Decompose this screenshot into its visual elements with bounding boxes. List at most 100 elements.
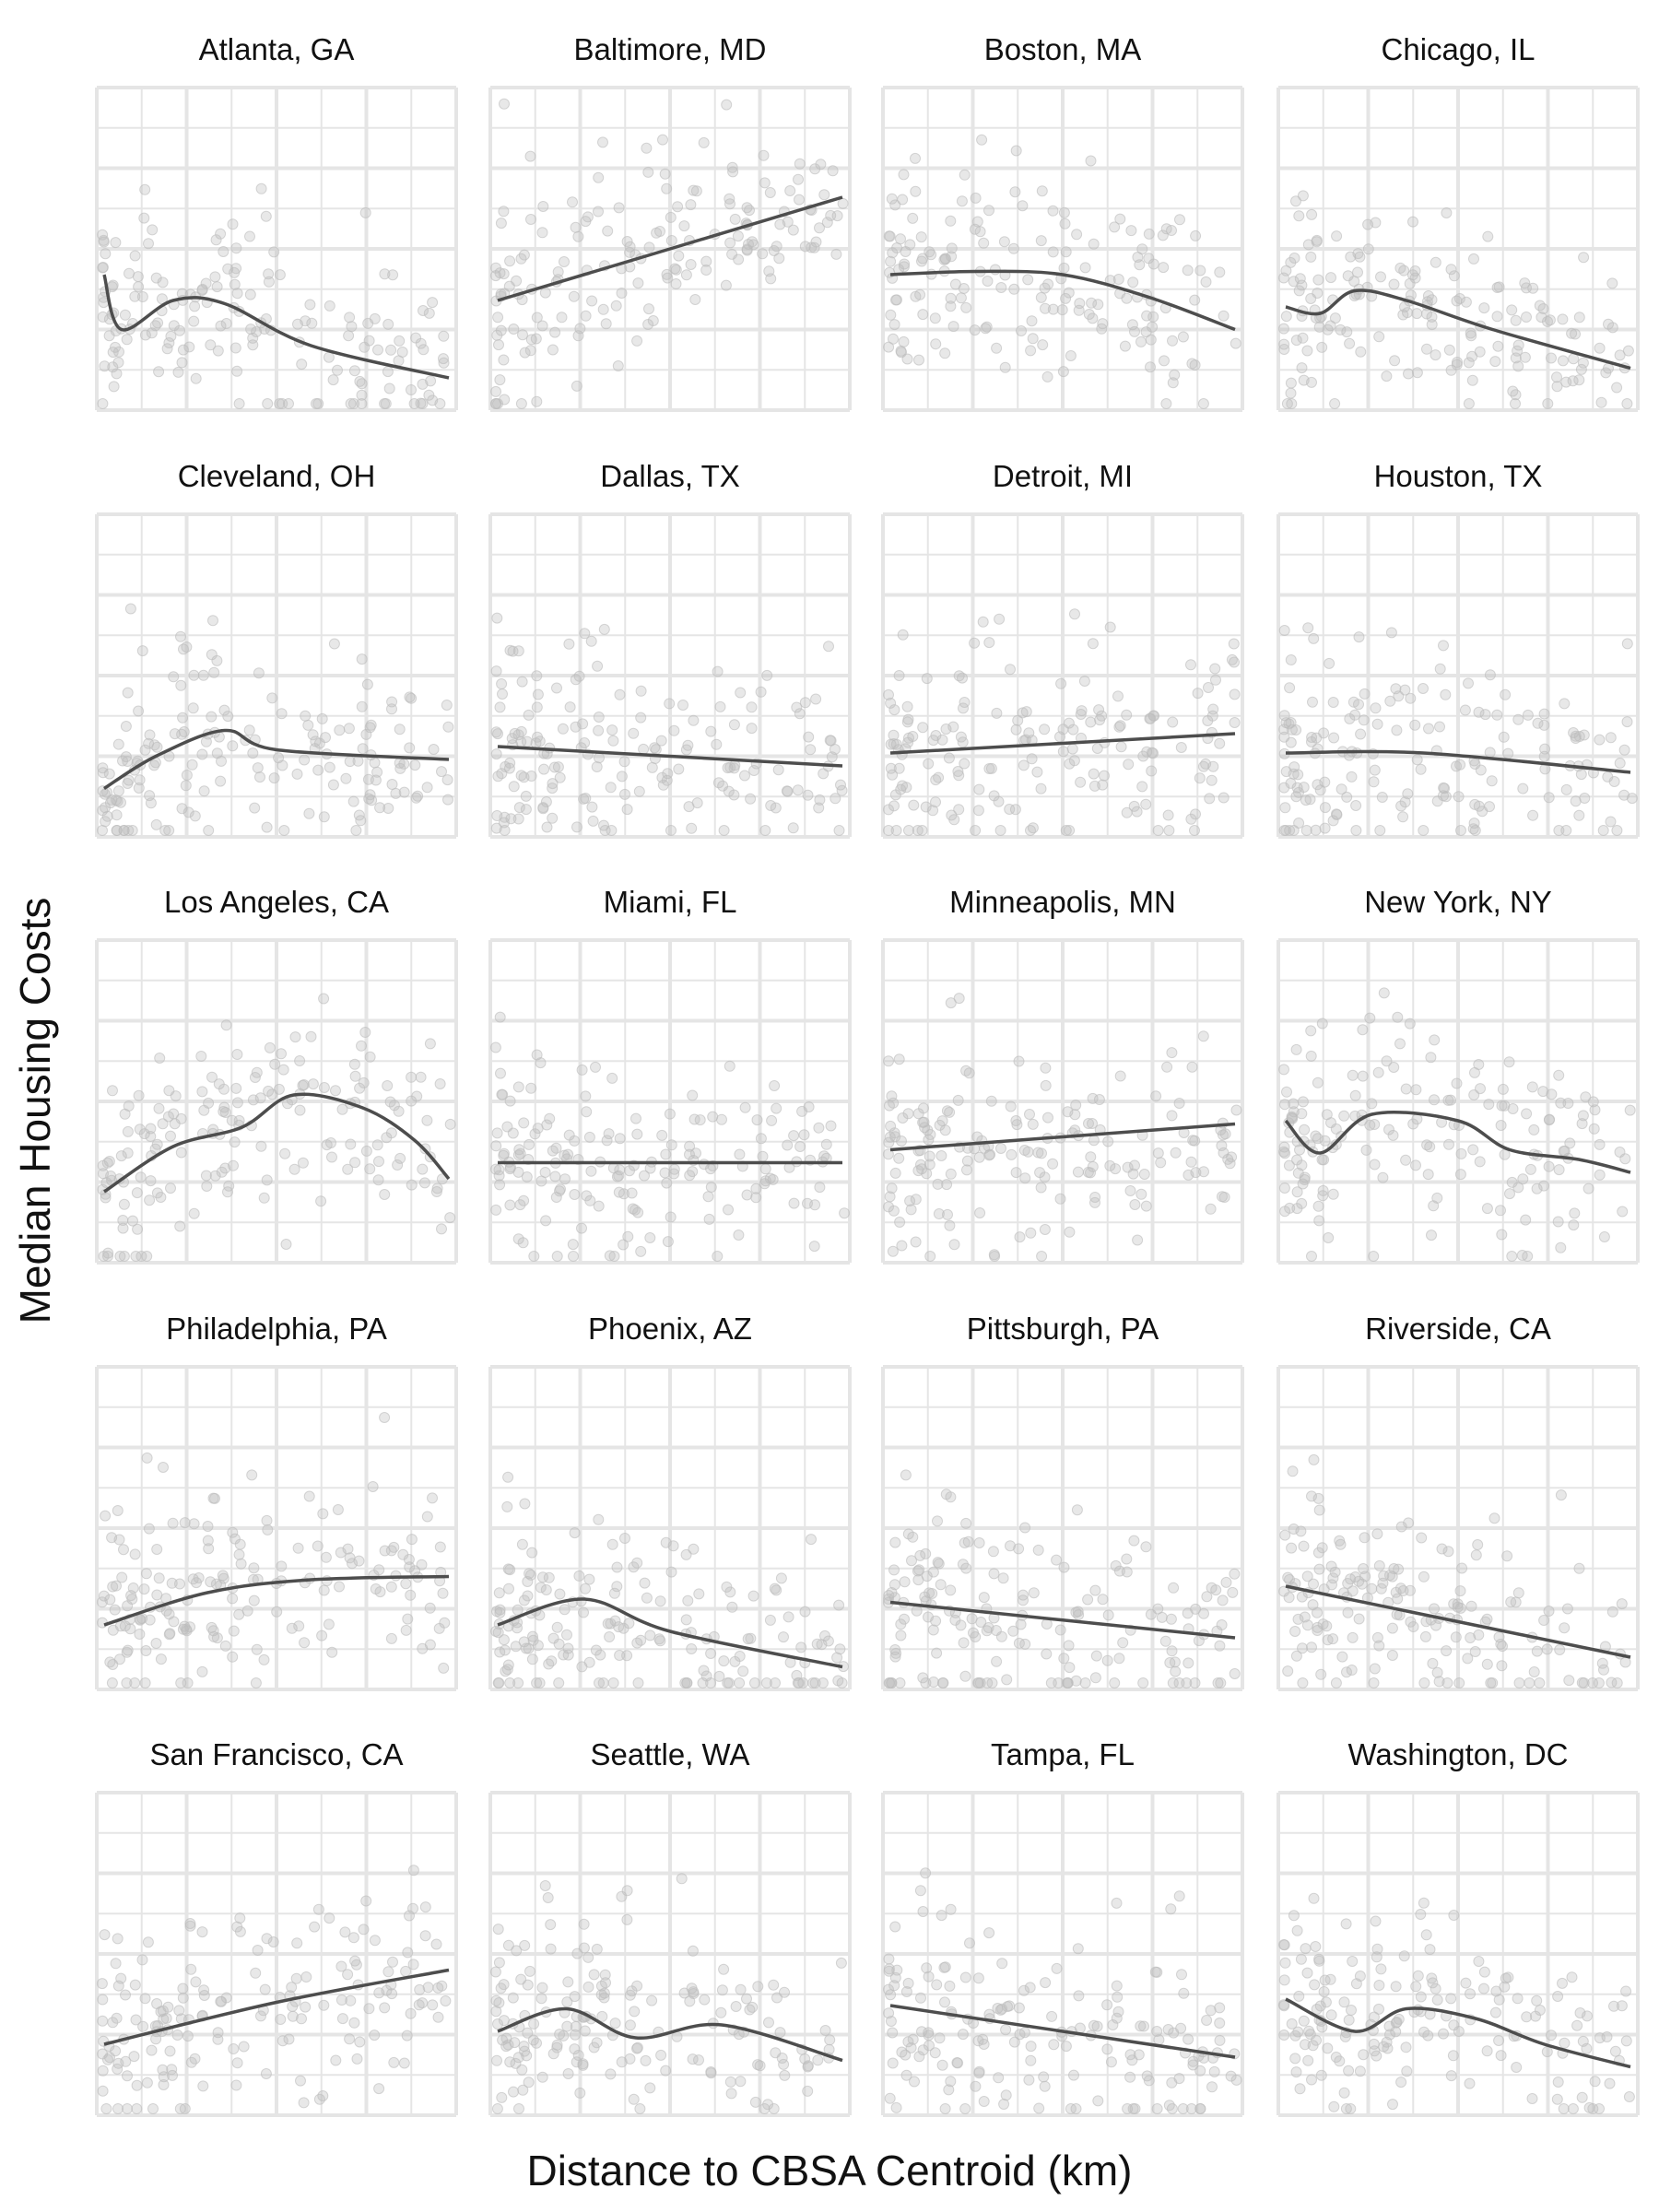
data-point (939, 347, 951, 359)
trend-line (102, 274, 450, 380)
data-point (139, 744, 151, 756)
data-point (277, 1064, 289, 1076)
data-point (1370, 702, 1382, 714)
data-point (1288, 1524, 1300, 1535)
data-point (1296, 1197, 1308, 1209)
data-point (978, 2039, 990, 2050)
data-point (1538, 708, 1550, 720)
data-point (665, 1566, 677, 1578)
data-point (653, 1633, 665, 1645)
data-point (768, 245, 780, 256)
data-point (591, 2037, 603, 2049)
data-point (927, 735, 939, 747)
data-point (945, 292, 957, 304)
data-point (958, 1637, 970, 1649)
data-point (934, 1119, 946, 1131)
x-axis-label: Distance to CBSA Centroid (km) (526, 2147, 1133, 2194)
data-point (1200, 276, 1212, 288)
data-point (512, 1677, 524, 1688)
data-point (494, 701, 506, 713)
data-point (1010, 145, 1022, 157)
data-point (434, 1078, 446, 1089)
data-point (1290, 2066, 1302, 2078)
data-point (1285, 387, 1297, 399)
data-point (1281, 398, 1293, 409)
data-point (1006, 1148, 1018, 1160)
data-point (977, 616, 989, 628)
data-point (914, 1549, 926, 1561)
data-point (824, 2034, 836, 2046)
data-point (705, 2067, 717, 2079)
data-point (1378, 2041, 1390, 2053)
data-point (793, 173, 804, 185)
data-point (302, 719, 314, 731)
data-point (1166, 1110, 1178, 1122)
data-point (309, 1921, 321, 1933)
data-point (597, 136, 608, 148)
data-point (893, 762, 905, 774)
data-point (1343, 2065, 1355, 2077)
data-point (723, 1204, 734, 1216)
data-point (614, 688, 626, 700)
data-point (1284, 682, 1296, 694)
data-point (745, 793, 757, 805)
data-point (1185, 2103, 1197, 2114)
data-point (323, 1618, 335, 1630)
data-point (197, 2080, 209, 2092)
grid-lines (488, 1791, 852, 2117)
data-point (643, 303, 654, 315)
data-point (1124, 2071, 1136, 2083)
data-point (1201, 1591, 1213, 1603)
data-point (971, 1131, 983, 1143)
panel-houston-tx: Houston, TX (1277, 459, 1640, 839)
data-point (188, 669, 200, 681)
data-point (1218, 792, 1230, 804)
data-point (1278, 625, 1290, 636)
data-point (150, 2033, 162, 2045)
data-point (327, 374, 339, 386)
data-point (746, 701, 758, 713)
data-point (581, 1106, 593, 1118)
data-point (419, 1930, 431, 1942)
data-point (1147, 321, 1159, 333)
data-point (833, 825, 845, 836)
data-point (1018, 1589, 1029, 1601)
data-point (538, 763, 550, 775)
data-point (146, 2044, 158, 2056)
data-point (1097, 318, 1109, 330)
data-point (1036, 1147, 1047, 1159)
data-point (1058, 1561, 1070, 1573)
data-point (547, 344, 559, 356)
data-point (895, 1618, 907, 1630)
data-point (97, 2065, 109, 2077)
data-point (1389, 355, 1401, 367)
data-point (198, 1990, 210, 2001)
data-point (1346, 2005, 1357, 2016)
data-point (503, 1583, 514, 1594)
data-point (1009, 186, 1021, 198)
data-point (163, 1608, 175, 1620)
data-point (1345, 251, 1357, 263)
data-point (1058, 1653, 1070, 1665)
data-point (1024, 1982, 1036, 1994)
data-point (1312, 274, 1324, 286)
data-point (1283, 1592, 1295, 1604)
data-point (388, 1541, 400, 1553)
data-point (782, 785, 794, 797)
data-point (350, 825, 362, 836)
data-point (1372, 1066, 1384, 1078)
data-point (1454, 1169, 1466, 1181)
data-point (1531, 1645, 1543, 1657)
data-point (269, 1058, 281, 1070)
data-point (817, 1677, 829, 1688)
data-point (814, 222, 825, 234)
data-point (782, 216, 794, 228)
data-point (672, 201, 684, 213)
data-point (300, 710, 312, 722)
data-point (547, 812, 559, 824)
data-point (1551, 381, 1563, 393)
data-point (1279, 1957, 1291, 1969)
panel-title: Dallas, TX (600, 459, 740, 493)
data-point (985, 1095, 997, 1107)
data-point (369, 757, 381, 769)
